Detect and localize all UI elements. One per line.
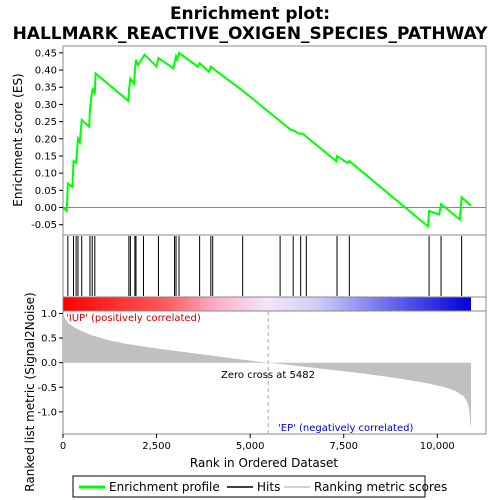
es-y-tick-label: 0.45 xyxy=(35,48,57,59)
es-y-axis: -0.05 0.00 0.05 0.10 0.15 0.20 0.25 0.30 0.35 0.4… xyxy=(31,48,63,231)
legend: Enrichment profile Hits Ranking metric s… xyxy=(72,475,447,498)
legend-label-ranking-metric: Ranking metric scores xyxy=(314,480,447,494)
chart-title-line-2: HALLMARK_REACTIVE_OXIGEN_SPECIES_PATHWAY xyxy=(13,24,489,44)
x-tick-label: 7,500 xyxy=(329,441,358,452)
es-y-tick-label: 0.20 xyxy=(35,134,57,145)
enrichment-profile-line xyxy=(62,51,472,229)
es-y-tick-label: 0.00 xyxy=(35,203,57,214)
negative-correlation-label: 'EP' (negatively correlated) xyxy=(278,423,413,434)
rank-y-tick-label: -1.0 xyxy=(37,407,57,418)
rank-y-axis: -1.0 -0.5 0.0 0.5 1.0 xyxy=(37,309,63,418)
chart-title-line-1: Enrichment plot: xyxy=(170,4,330,24)
positive-correlation-label: 'IUP' (positively correlated) xyxy=(66,313,201,324)
ranking-metric-area xyxy=(63,313,471,430)
es-y-tick-label: 0.35 xyxy=(35,83,57,94)
x-tick-label: 10,000 xyxy=(420,441,455,452)
es-y-tick-label: -0.05 xyxy=(31,220,57,231)
x-axis-label: Rank in Ordered Dataset xyxy=(190,456,338,470)
x-axis: 0 2,500 5,000 7,500 10,000 xyxy=(60,434,455,452)
es-y-axis-label: Enrichment score (ES) xyxy=(11,73,25,206)
es-y-tick-label: 0.30 xyxy=(35,100,57,111)
es-panel-frame xyxy=(62,45,487,236)
rank-y-tick-label: 1.0 xyxy=(41,309,57,320)
es-y-tick-label: 0.05 xyxy=(35,186,57,197)
es-panel: -0.05 0.00 0.05 0.10 0.15 0.20 0.25 0.30 0.35 0.4… xyxy=(11,45,487,236)
rank-heatmap-bar xyxy=(63,297,471,311)
zero-cross-label: Zero cross at 5482 xyxy=(221,370,315,381)
rank-y-tick-label: 0.5 xyxy=(41,334,57,345)
es-y-tick-label: 0.25 xyxy=(35,117,57,128)
rank-y-tick-label: 0.0 xyxy=(41,358,57,369)
legend-label-hits: Hits xyxy=(257,480,280,494)
legend-label-enrichment-profile: Enrichment profile xyxy=(109,480,220,494)
hits-panel xyxy=(62,234,487,298)
hits-panel-frame xyxy=(62,234,487,298)
rank-y-tick-label: -0.5 xyxy=(37,383,57,394)
es-y-tick-label: 0.15 xyxy=(35,151,57,162)
x-tick-label: 2,500 xyxy=(142,441,171,452)
x-tick-label: 0 xyxy=(60,441,66,452)
rank-y-axis-label: Ranked list metric (Signal2Noise) xyxy=(23,292,37,491)
hit-markers xyxy=(67,236,463,296)
es-y-tick-label: 0.40 xyxy=(35,66,57,77)
es-y-tick-label: 0.10 xyxy=(35,169,57,180)
x-tick-label: 5,000 xyxy=(236,441,265,452)
rank-panel: -1.0 -0.5 0.0 0.5 1.0 0 2,500 5,000 7,500 10,000… xyxy=(23,292,487,492)
